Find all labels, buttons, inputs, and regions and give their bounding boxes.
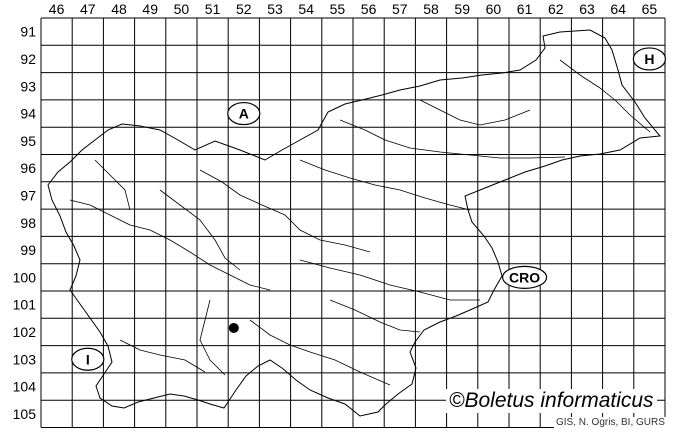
- neighbor-labels: A H CRO I: [71, 47, 667, 371]
- row-label: 102: [13, 324, 37, 340]
- column-label: 48: [111, 1, 127, 17]
- copyright-text: ©Boletus informaticus: [446, 389, 657, 413]
- row-label: 104: [13, 379, 37, 395]
- rivers: [69, 59, 651, 386]
- grid: [40, 17, 666, 428]
- column-label: 62: [548, 1, 564, 17]
- column-label: 63: [579, 1, 595, 17]
- svg-text:I: I: [86, 351, 90, 367]
- column-label: 64: [610, 1, 626, 17]
- row-label: 95: [20, 133, 36, 149]
- neighbor-label: H: [632, 47, 667, 71]
- column-label: 53: [267, 1, 283, 17]
- row-label: 91: [20, 24, 36, 40]
- column-label: 56: [361, 1, 377, 17]
- row-label: 101: [13, 297, 37, 313]
- neighbor-label: I: [71, 347, 105, 371]
- neighbor-label: A: [227, 101, 261, 126]
- row-label: 92: [20, 51, 36, 67]
- row-label: 103: [13, 351, 37, 367]
- column-label: 46: [49, 1, 65, 17]
- occurrence-points: [228, 322, 239, 333]
- neighbor-label: CRO: [501, 265, 548, 289]
- occurrence-point: [228, 322, 239, 333]
- column-label: 54: [298, 1, 314, 17]
- row-label: 96: [20, 160, 36, 176]
- row-label: 105: [13, 406, 37, 422]
- column-label: 47: [80, 1, 96, 17]
- column-label: 60: [486, 1, 502, 17]
- column-label: 61: [517, 1, 533, 17]
- row-label: 98: [20, 215, 36, 231]
- row-label: 97: [20, 187, 36, 203]
- row-label: 99: [20, 242, 36, 258]
- column-label: 58: [423, 1, 439, 17]
- country-border: [47, 29, 661, 417]
- row-label: 93: [20, 78, 36, 94]
- row-label: 94: [20, 106, 36, 122]
- column-label: 57: [392, 1, 408, 17]
- svg-text:CRO: CRO: [509, 269, 540, 285]
- column-label: 49: [142, 1, 158, 17]
- column-label: 59: [454, 1, 470, 17]
- svg-text:H: H: [644, 51, 654, 67]
- svg-text:A: A: [239, 106, 249, 122]
- column-label: 50: [174, 1, 190, 17]
- credit-text: GIS, N. Ogris, BI, GURS: [554, 417, 667, 428]
- column-label: 52: [236, 1, 252, 17]
- grid-labels: 46 47 48 49 50 51 52 53 54 55 56 57 58 59 60 61 62 63 64 65…: [13, 1, 658, 422]
- column-label: 65: [642, 1, 658, 17]
- column-label: 51: [205, 1, 221, 17]
- column-label: 55: [330, 1, 346, 17]
- row-label: 100: [13, 269, 37, 285]
